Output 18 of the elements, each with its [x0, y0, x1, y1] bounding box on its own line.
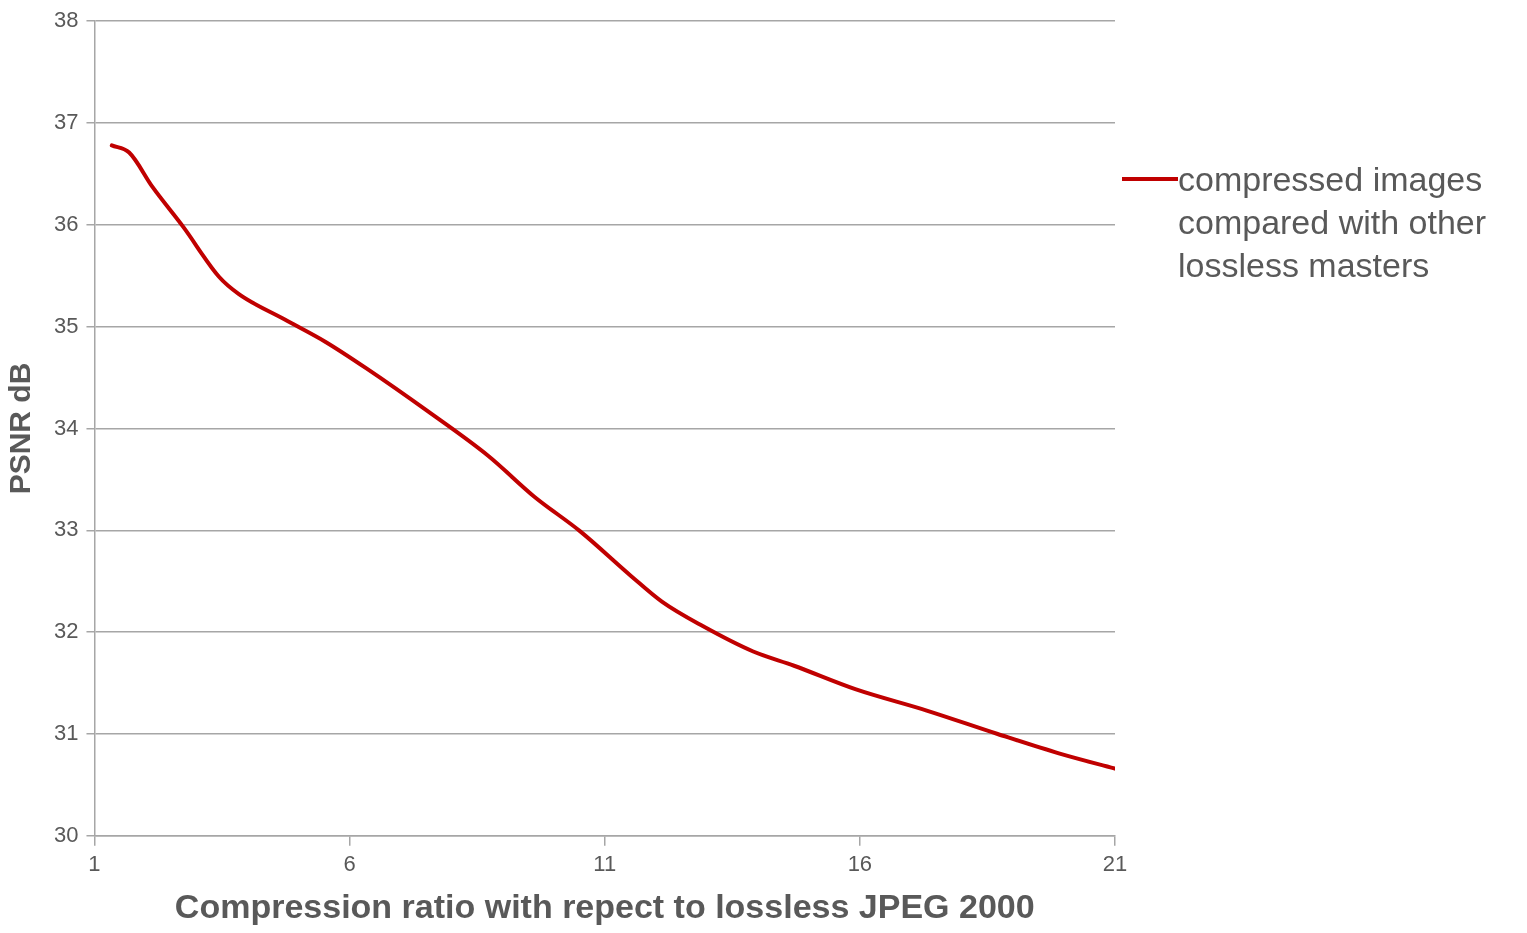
- x-tick-label: 11: [593, 851, 617, 877]
- y-tick-label: 38: [53, 7, 79, 33]
- y-tick-label: 31: [53, 720, 79, 746]
- y-tick-label: 30: [53, 821, 79, 847]
- y-tick-label: 32: [53, 618, 79, 644]
- x-tick-label: 21: [1102, 851, 1128, 877]
- x-axis-title: Compression ratio with repect to lossless JPEG 2000: [174, 886, 1035, 925]
- y-tick-label: 34: [53, 414, 79, 440]
- x-tick-label: 6: [343, 851, 356, 877]
- y-axis-title: PSNR dB: [3, 362, 37, 495]
- line-series: [109, 143, 1115, 771]
- y-tick-label: 37: [53, 109, 79, 135]
- x-tick-label: 1: [88, 851, 101, 877]
- legend-label: compressed images compared with other lossless masters: [1178, 159, 1488, 286]
- y-tick-label: 33: [53, 516, 79, 542]
- x-tick-label: 16: [847, 851, 873, 877]
- y-tick-label: 35: [53, 312, 79, 338]
- y-tick-label: 36: [53, 210, 79, 236]
